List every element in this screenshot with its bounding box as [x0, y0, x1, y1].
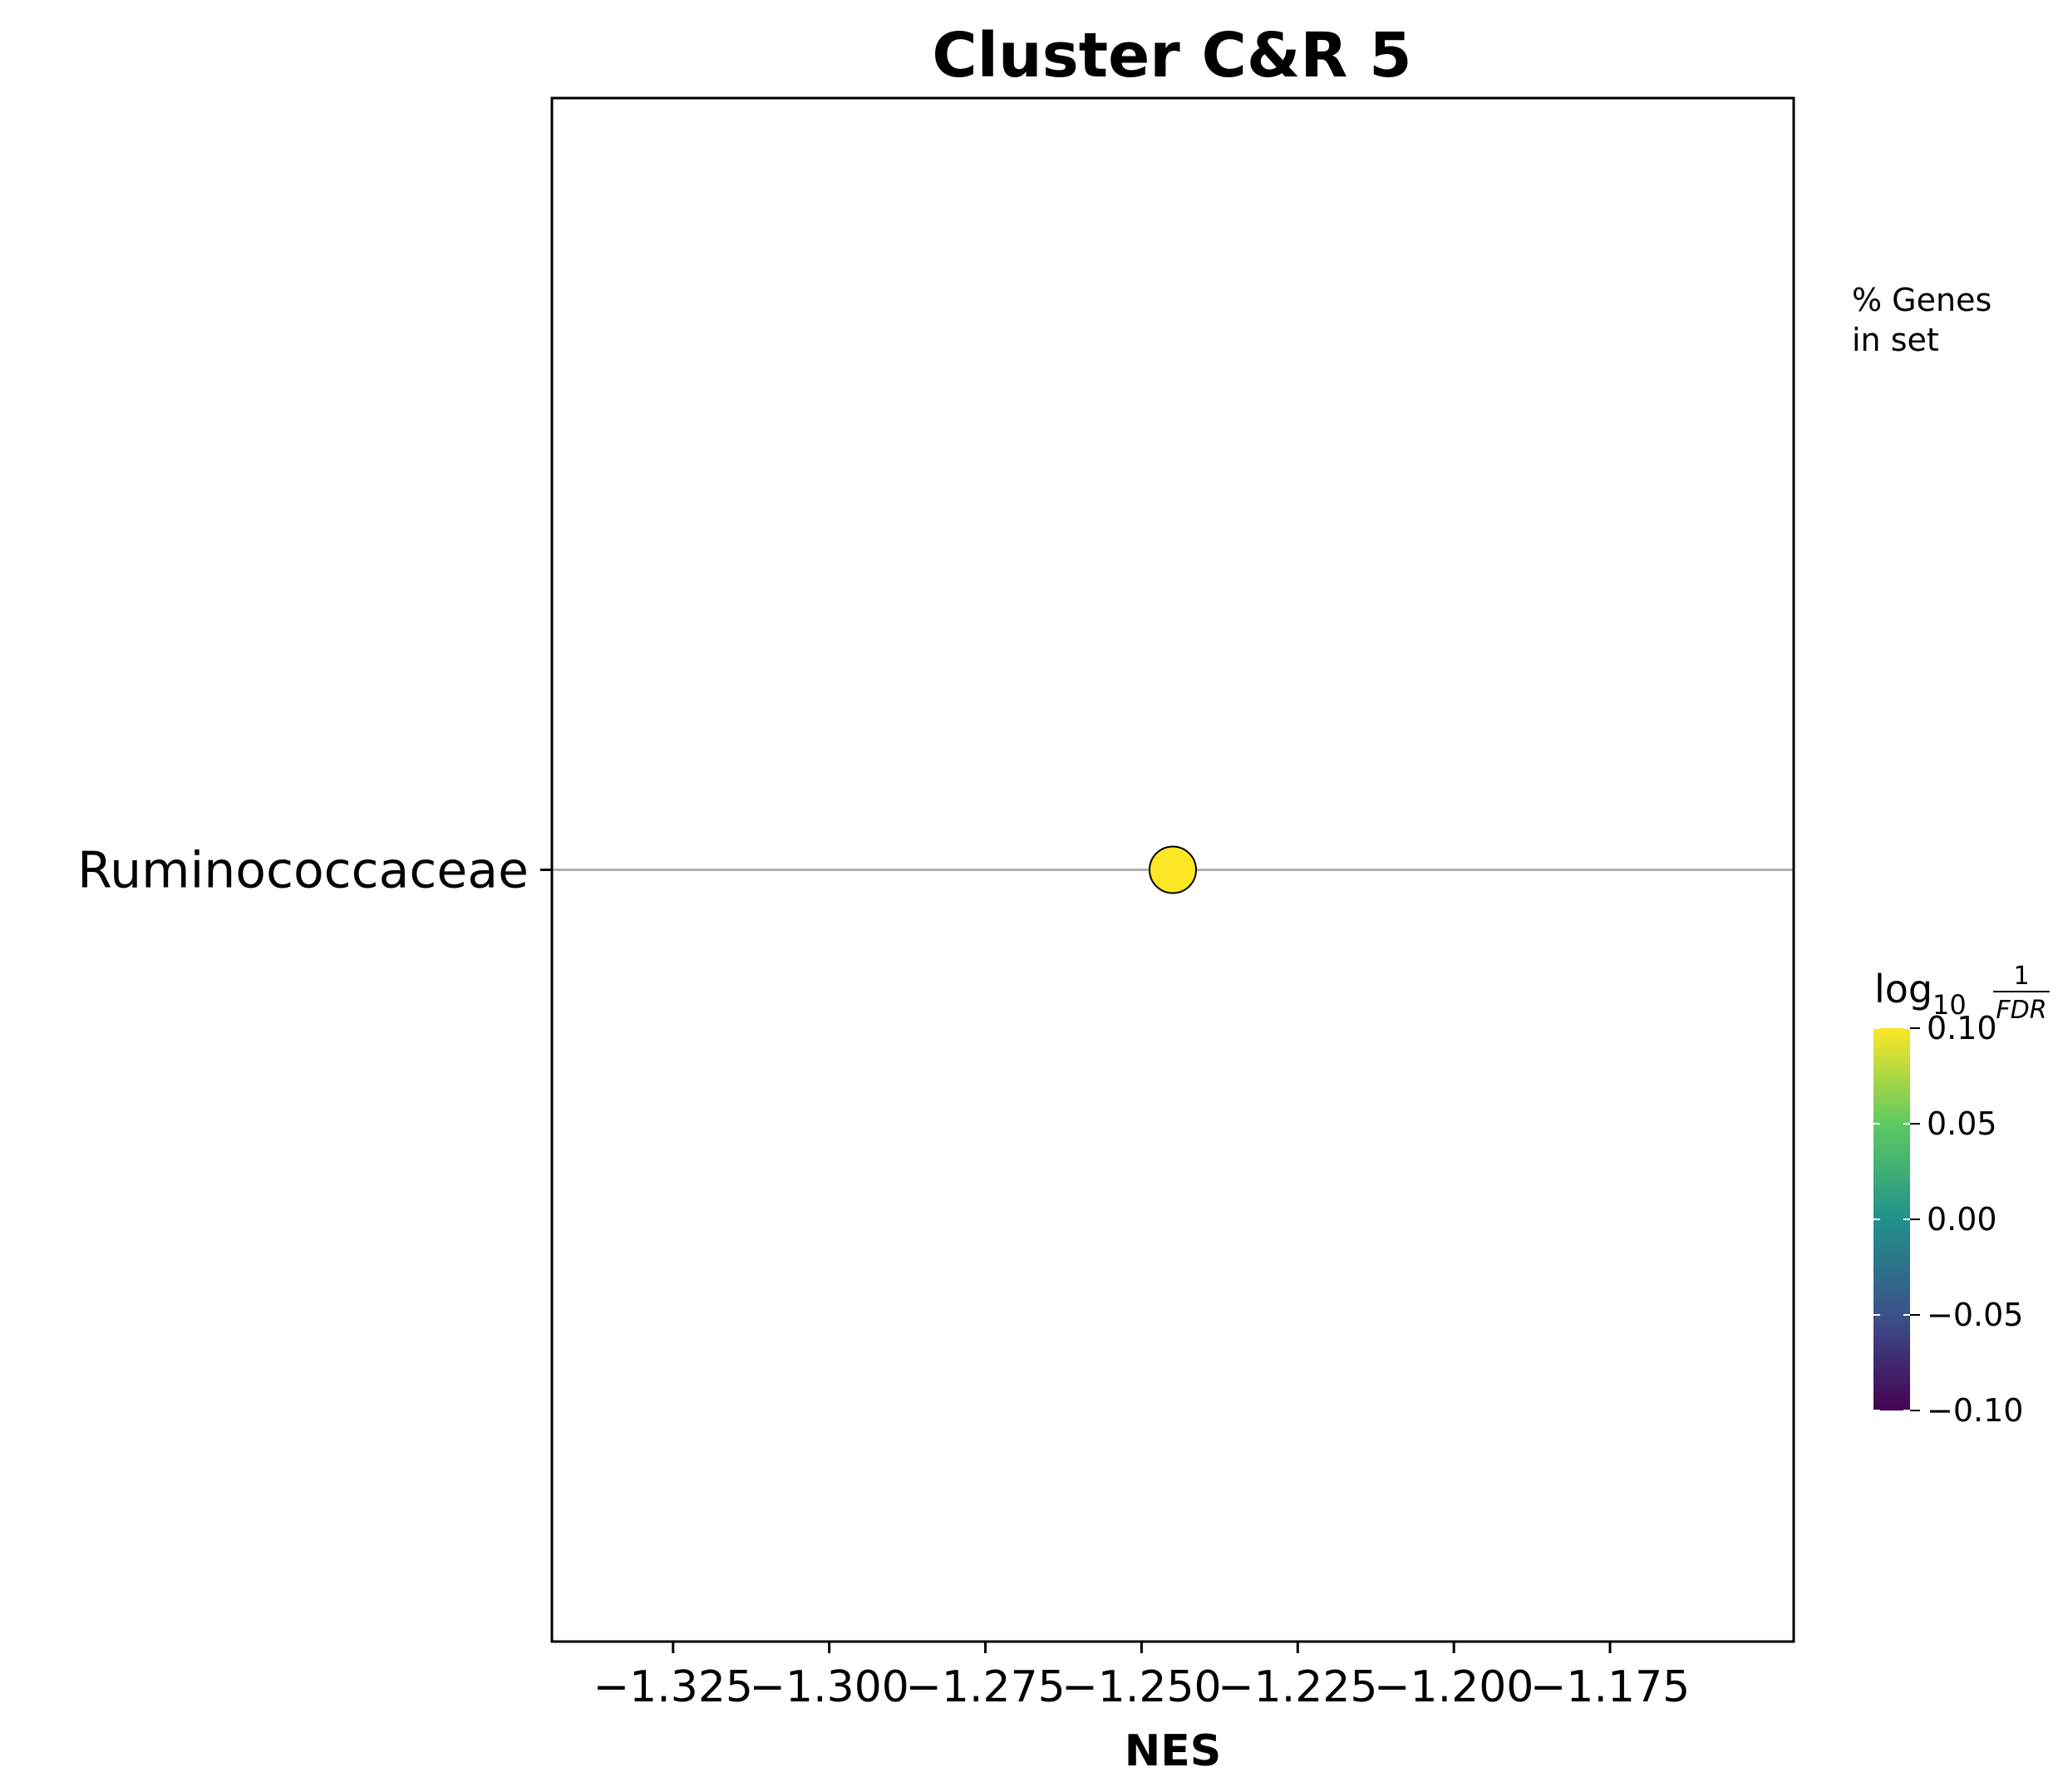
colorbar-tick-label: −0.10 — [1927, 1392, 2023, 1429]
colorbar-title-subscript: 10 — [1932, 989, 1967, 1021]
size-legend-title: % Genes in set — [1852, 282, 1992, 358]
y-tick-label: Ruminococcaceae — [77, 842, 529, 900]
colorbar-tick-label: 0.10 — [1927, 1010, 1997, 1046]
data-point — [1149, 845, 1197, 894]
x-tick-label: −1.275 — [905, 1662, 1065, 1712]
x-tick-label: −1.300 — [749, 1662, 908, 1712]
x-tick-label: −1.250 — [1061, 1662, 1221, 1712]
x-tick-label: −1.200 — [1374, 1662, 1534, 1712]
size-legend-title-line: % Genes — [1852, 282, 1992, 318]
plot-area — [550, 96, 1795, 1643]
chart-title: Cluster C&R 5 — [932, 20, 1411, 91]
colorbar-title-log: log — [1874, 967, 1932, 1012]
colorbar-title-denominator: FDR — [1996, 996, 2046, 1025]
x-tick-label: −1.175 — [1530, 1662, 1690, 1712]
y-axis: Ruminococcaceae — [77, 842, 552, 900]
colorbar-title-numerator: 1 — [2013, 962, 2029, 991]
x-axis-label: NES — [1125, 1726, 1222, 1776]
size-legend: % Genes in set — [1852, 282, 1992, 358]
colorbar-ticks: 0.10 0.05 0.00 −0.05 −0.10 — [1873, 1010, 2023, 1429]
x-tick-label: −1.325 — [593, 1662, 753, 1712]
x-axis: −1.325−1.300−1.275−1.250−1.225−1.200−1.1… — [593, 1642, 1690, 1712]
colorbar-tick-label: 0.05 — [1927, 1105, 1997, 1142]
colorbar-tick-label: 0.00 — [1927, 1201, 1997, 1238]
x-tick-label: −1.225 — [1218, 1662, 1377, 1712]
colorbar: log 10 1 FDR 0.10 0.05 0.00 −0.05 −0.10 — [1873, 962, 2050, 1429]
colorbar-tick-label: −0.05 — [1927, 1297, 2023, 1333]
data-points — [1149, 845, 1197, 894]
colorbar-title: log 10 1 FDR — [1874, 962, 2050, 1025]
size-legend-title-line: in set — [1852, 322, 1939, 358]
